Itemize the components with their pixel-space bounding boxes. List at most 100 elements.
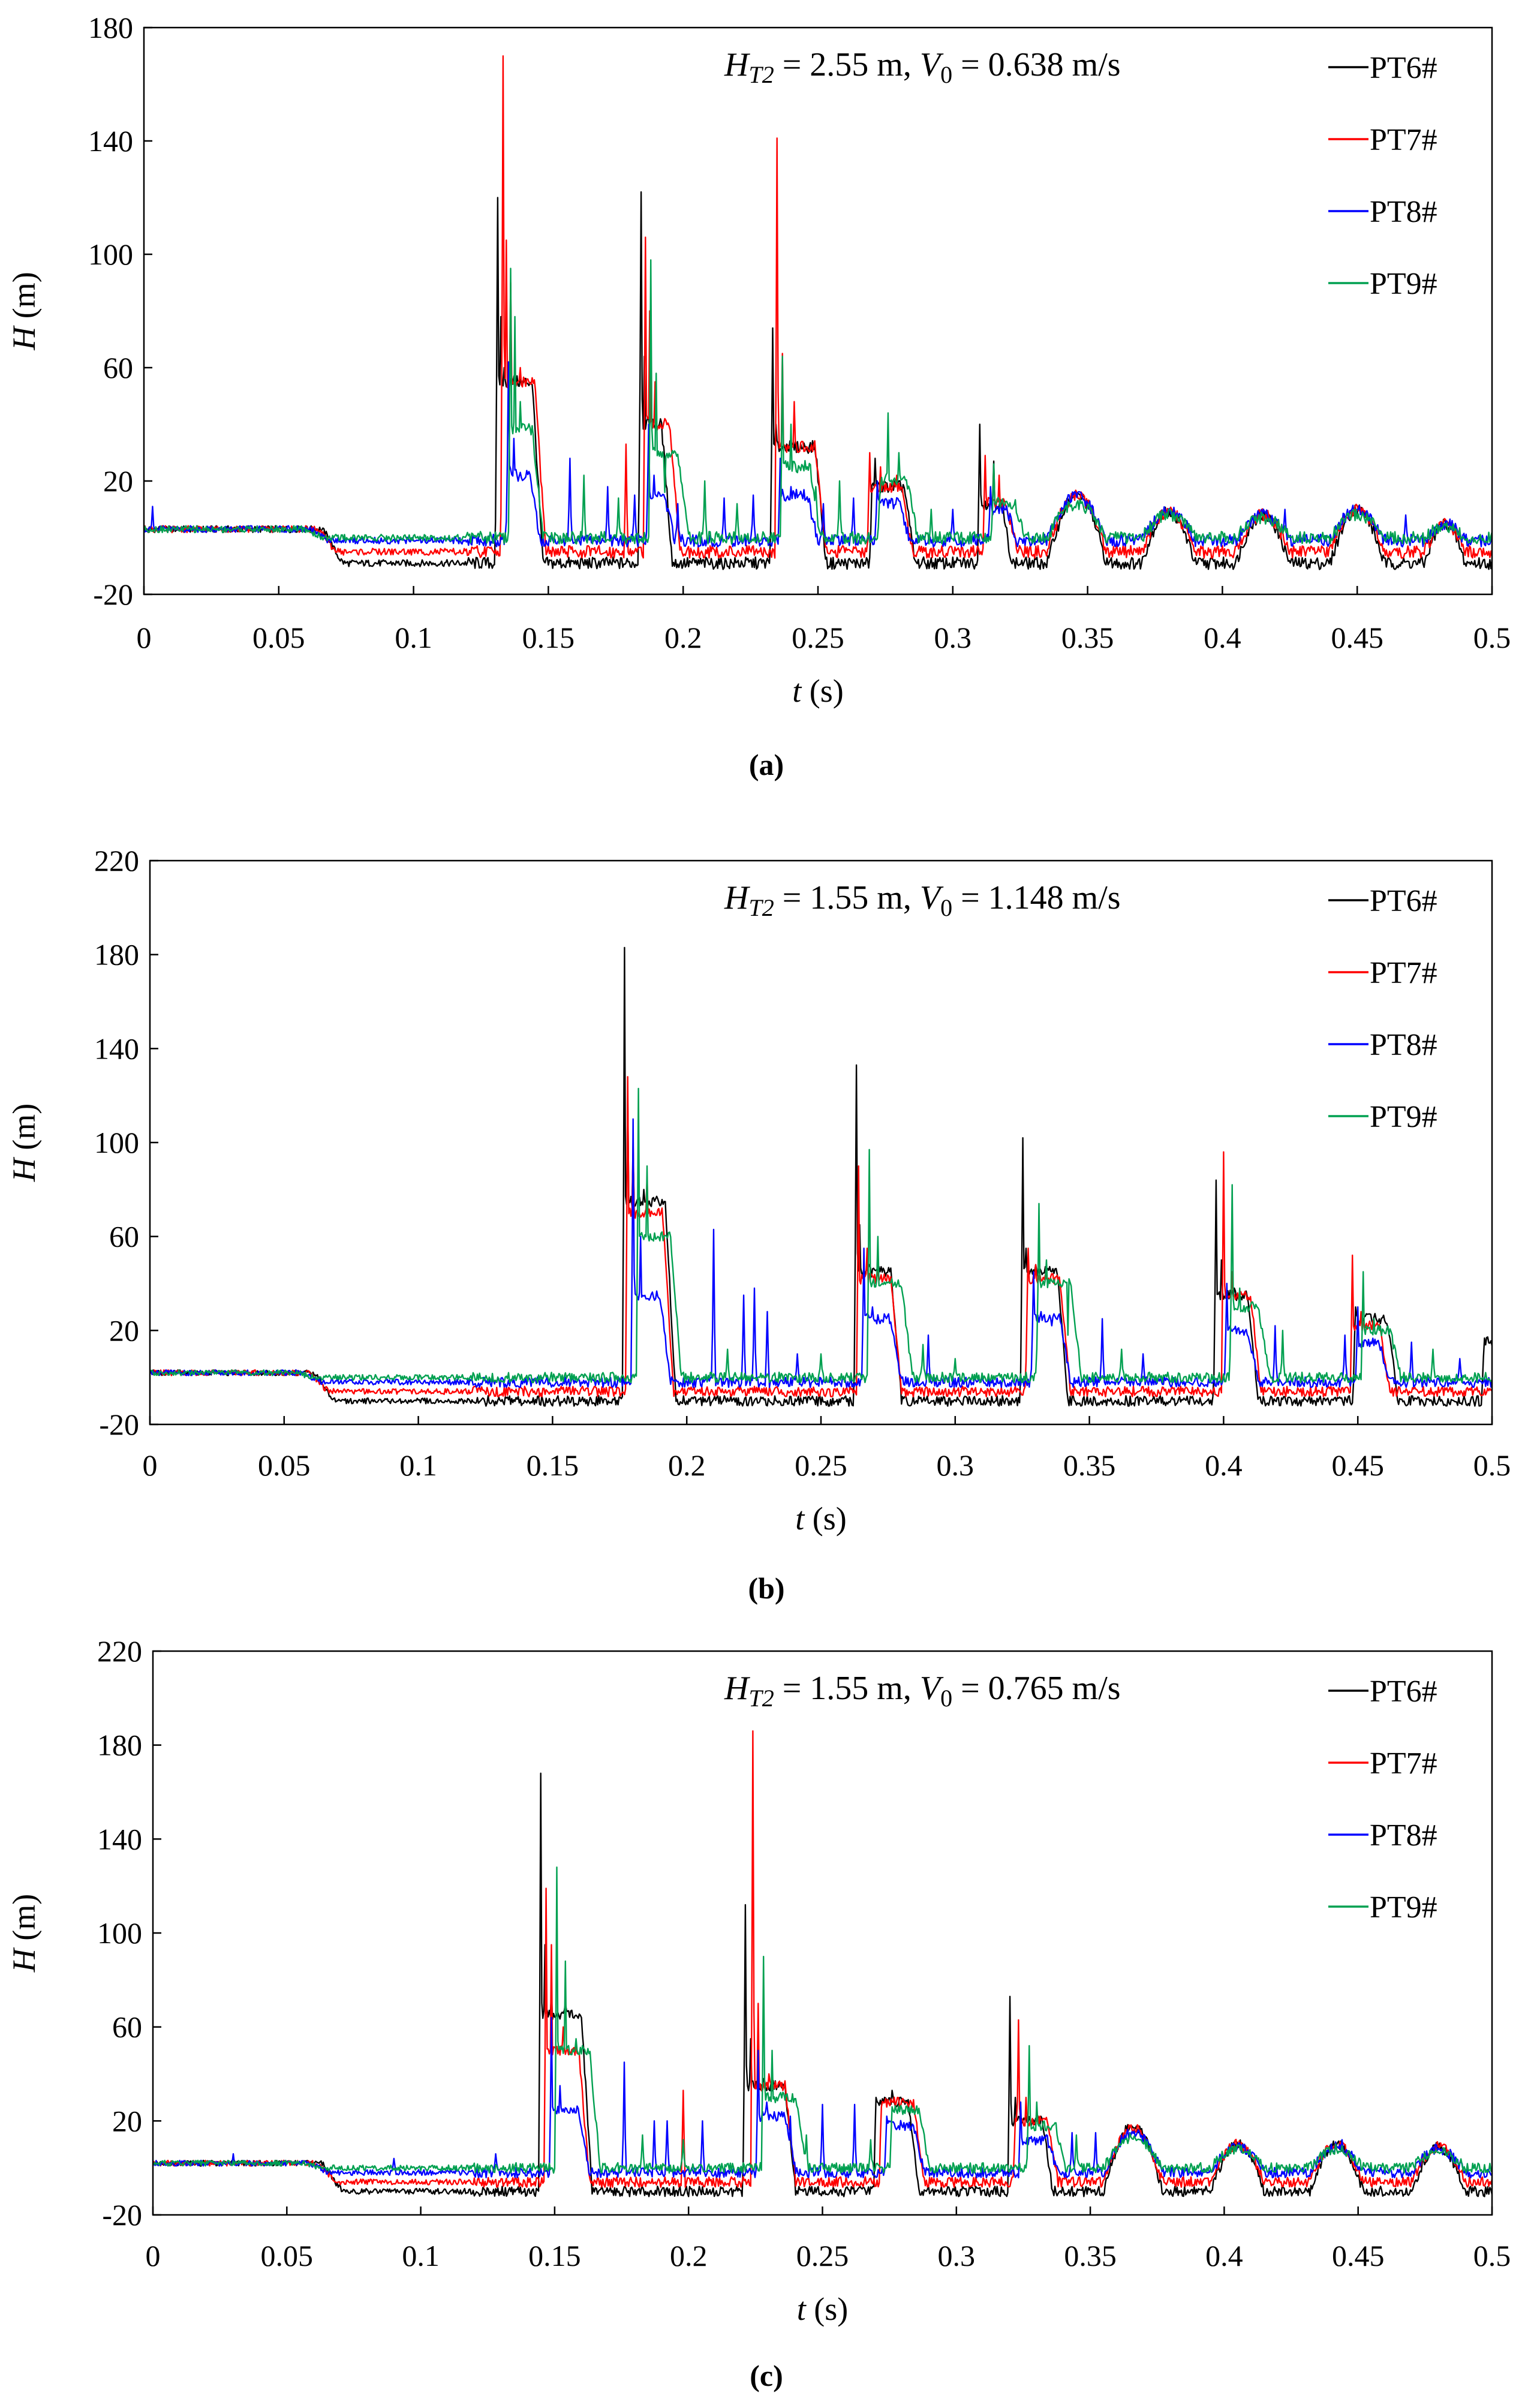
chart-panel-2: 0 0.05 0.1 0.15 0.2 0.25 0.3 0.35 0.4 0.45 0.5 -20 2…	[6, 844, 1511, 1605]
legend-label: PT6#	[1370, 51, 1437, 85]
y-axis-label: H (m)	[6, 1894, 42, 1973]
condition-annotation: HT2 = 2.55 m, V0 = 0.638 m/s	[724, 46, 1121, 88]
y-tick-label: 140	[97, 1822, 142, 1856]
x-tick-label: 0.1	[395, 621, 432, 654]
y-tick-label: 100	[97, 1916, 142, 1950]
y-tick-label: 60	[109, 1220, 139, 1253]
y-tick-label: 140	[94, 1032, 139, 1065]
y-tick-label: 220	[97, 1634, 142, 1668]
x-tick-label: 0.2	[668, 1448, 706, 1482]
series-line-PT6	[153, 1772, 1492, 2197]
x-tick-label: 0.3	[934, 621, 972, 654]
legend-label: PT8#	[1370, 1028, 1437, 1062]
legend-label: PT9#	[1370, 1890, 1437, 1925]
series-line-PT8	[153, 2016, 1492, 2179]
x-tick-label: 0.05	[258, 1448, 311, 1482]
series-line-PT6	[144, 191, 1492, 570]
x-tick-label: 0.35	[1063, 1448, 1116, 1482]
condition-annotation: HT2 = 1.55 m, V0 = 1.148 m/s	[724, 879, 1121, 921]
y-tick-label: 100	[94, 1126, 139, 1159]
series-line-PT8	[144, 361, 1492, 548]
x-tick-label: 0.3	[937, 1448, 974, 1482]
x-tick-label: 0.25	[795, 1448, 847, 1482]
x-tick-label: 0.4	[1205, 1448, 1243, 1482]
series-line-PT8	[150, 1118, 1492, 1388]
x-tick-label: 0.2	[670, 2239, 708, 2272]
x-tick-label: 0.35	[1061, 621, 1114, 654]
x-axis-label: t (s)	[792, 673, 844, 709]
x-axis-label: t (s)	[797, 2291, 849, 2327]
x-tick-label: 0.3	[938, 2239, 976, 2272]
panel-caption: (b)	[748, 1571, 784, 1605]
series-line-PT9	[150, 1087, 1492, 1384]
series-line-PT6	[150, 946, 1492, 1407]
legend: PT6# PT7# PT8# PT9#	[1328, 1675, 1437, 1925]
legend-label: PT7#	[1370, 123, 1437, 157]
x-tick-label: 0.4	[1205, 2239, 1243, 2272]
series-line-PT9	[144, 259, 1492, 545]
series-line-PT9	[153, 1866, 1492, 2174]
legend-label: PT7#	[1370, 1746, 1437, 1781]
x-axis-label: t (s)	[795, 1501, 847, 1537]
legend: PT6# PT7# PT8# PT9#	[1328, 884, 1437, 1134]
y-tick-label: 60	[103, 351, 133, 384]
x-tick-label: 0.5	[1473, 2239, 1511, 2272]
x-tick-label: 0.15	[522, 621, 575, 654]
y-axis-label: H (m)	[6, 1104, 42, 1182]
x-tick-label: 0.5	[1473, 1448, 1511, 1482]
condition-annotation: HT2 = 1.55 m, V0 = 0.765 m/s	[724, 1670, 1121, 1712]
y-tick-label: -20	[102, 2198, 142, 2232]
x-tick-label: 0.15	[527, 1448, 579, 1482]
legend-label: PT6#	[1370, 1675, 1437, 1709]
x-tick-label: 0.2	[664, 621, 702, 654]
chart-panel-1: 0 0.05 0.1 0.15 0.2 0.25 0.3 0.35 0.4 0.45 0.5 -20 2…	[6, 11, 1511, 781]
y-tick-label: 60	[112, 2010, 142, 2044]
legend-label: PT6#	[1370, 884, 1437, 918]
x-tick-label: 0.1	[402, 2239, 440, 2272]
y-tick-label: 140	[88, 124, 133, 158]
series-line-PT7	[153, 1730, 1492, 2188]
x-tick-label: 0.25	[796, 2239, 849, 2272]
series-lines	[144, 55, 1492, 570]
legend-label: PT9#	[1370, 1100, 1437, 1134]
legend-label: PT8#	[1370, 195, 1437, 229]
y-axis-label: H (m)	[6, 272, 42, 350]
x-tick-label: 0	[137, 621, 152, 654]
panel-caption: (c)	[750, 2359, 783, 2392]
x-tick-label: 0	[143, 1448, 158, 1482]
x-tick-label: 0.25	[792, 621, 844, 654]
y-tick-label: 180	[97, 1728, 142, 1762]
panel-caption: (a)	[749, 748, 784, 781]
legend-label: PT7#	[1370, 956, 1437, 990]
y-tick-label: 20	[109, 1313, 139, 1347]
chart-panel-3: 0 0.05 0.1 0.15 0.2 0.25 0.3 0.35 0.4 0.45 0.5 -20 2…	[6, 1634, 1511, 2392]
y-tick-label: 180	[94, 938, 139, 972]
x-tick-label: 0	[146, 2239, 161, 2272]
y-tick-label: 220	[94, 844, 139, 877]
series-lines	[150, 946, 1492, 1407]
legend: PT6# PT7# PT8# PT9#	[1328, 51, 1437, 301]
series-lines	[153, 1730, 1492, 2197]
legend-label: PT9#	[1370, 267, 1437, 301]
plot-frame	[143, 26, 1493, 596]
y-tick-label: 20	[103, 464, 133, 498]
x-tick-label: 0.45	[1331, 621, 1383, 654]
x-tick-label: 0.5	[1473, 621, 1511, 654]
y-tick-label: 180	[88, 11, 133, 44]
x-tick-label: 0.1	[399, 1448, 437, 1482]
y-tick-label: -20	[99, 1408, 139, 1441]
plot-frame	[149, 859, 1493, 1426]
x-tick-label: 0.45	[1332, 2239, 1385, 2272]
x-tick-label: 0.45	[1331, 1448, 1384, 1482]
x-tick-label: 0.05	[252, 621, 305, 654]
x-tick-label: 0.35	[1064, 2239, 1117, 2272]
series-line-PT7	[150, 1076, 1492, 1397]
x-tick-label: 0.15	[528, 2239, 581, 2272]
legend-label: PT8#	[1370, 1818, 1437, 1853]
x-tick-label: 0.4	[1204, 621, 1241, 654]
y-tick-label: -20	[93, 578, 133, 611]
x-tick-label: 0.05	[261, 2239, 314, 2272]
y-tick-label: 20	[112, 2104, 142, 2138]
y-tick-label: 100	[88, 238, 133, 271]
